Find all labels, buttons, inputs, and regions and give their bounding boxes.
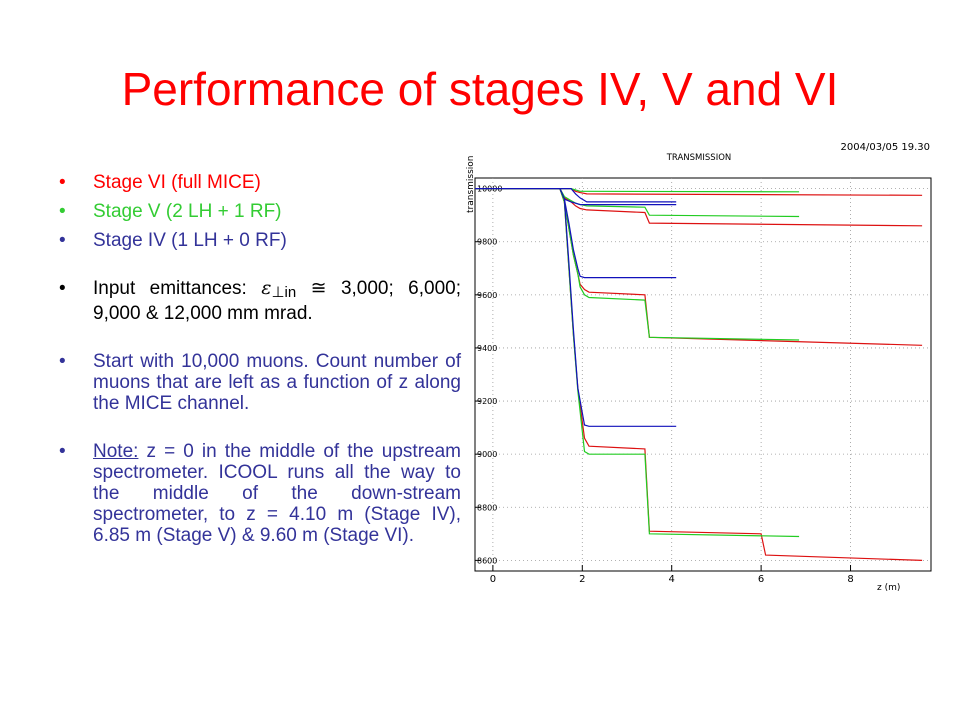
chart-header: TRANSMISSION xyxy=(666,153,732,163)
y-tick-label: 10000 xyxy=(477,185,502,194)
y-tick-label: 8800 xyxy=(477,503,497,512)
emittance-values: ≅ 3,000; 6,000; 9,000 & 12,000 mm mrad. xyxy=(93,278,462,324)
series-line-stage-vi xyxy=(475,188,923,346)
x-tick-label: 8 xyxy=(847,574,853,585)
series-line-stage-iv xyxy=(475,188,677,206)
series-line-stage-v xyxy=(475,188,800,218)
emittance-label: Input emittances: xyxy=(93,278,247,299)
epsilon-subscript: ⊥in xyxy=(271,284,297,301)
bullet-note: Note: z = 0 in the middle of the upstrea… xyxy=(58,441,461,546)
series-line-stage-iv xyxy=(475,188,677,203)
series-line-stage-v xyxy=(475,188,800,538)
bullet-list: Stage VI (full MICE) Stage V (2 LH + 1 R… xyxy=(58,172,461,546)
chart-timestamp: 2004/03/05 19.30 xyxy=(841,142,930,153)
epsilon-symbol: ε xyxy=(261,277,272,299)
x-tick-label: 4 xyxy=(669,574,675,585)
series-line-stage-vi xyxy=(475,188,923,227)
x-tick-label: 6 xyxy=(758,574,764,585)
note-label: Note: xyxy=(93,441,139,462)
series-line-stage-iv xyxy=(475,188,677,279)
y-tick-label: 9200 xyxy=(477,397,497,406)
slide-title: Performance of stages IV, V and VI xyxy=(121,63,839,115)
series-line-stage-vi xyxy=(475,188,923,561)
series-line-stage-v xyxy=(475,188,800,193)
x-axis-label: z (m) xyxy=(877,583,900,593)
y-axis-label: transmission xyxy=(466,156,476,214)
axis-ticks: 0 2 4 6 8 10000 9800 9600 9400 9200 9000 8800 8600 xyxy=(475,185,854,585)
bullet-start-muons: Start with 10,000 muons. Count number of… xyxy=(58,351,461,414)
bullet-stage-vi: Stage VI (full MICE) xyxy=(58,172,461,193)
bullet-stage-v-text: Stage V (2 LH + 1 RF) xyxy=(93,201,282,222)
series-line-stage-v xyxy=(475,188,800,341)
x-tick-label: 2 xyxy=(579,574,585,585)
series-line-stage-iv xyxy=(475,188,677,427)
y-tick-label: 9400 xyxy=(477,344,497,353)
start-muons-text: Start with 10,000 muons. Count number of… xyxy=(93,351,461,414)
plot-frame xyxy=(474,177,932,572)
grid-lines xyxy=(475,178,931,571)
bullet-stage-vi-text: Stage VI (full MICE) xyxy=(93,172,261,193)
series-line-stage-vi xyxy=(475,188,923,196)
y-tick-label: 9000 xyxy=(477,450,497,459)
y-tick-label: 9600 xyxy=(477,291,497,300)
y-tick-label: 8600 xyxy=(477,556,497,565)
bullet-stage-iv: Stage IV (1 LH + 0 RF) xyxy=(58,230,461,251)
bullet-stage-iv-text: Stage IV (1 LH + 0 RF) xyxy=(93,230,287,251)
x-tick-label: 0 xyxy=(490,574,496,585)
y-tick-label: 9800 xyxy=(477,238,497,247)
note-text: z = 0 in the middle of the upstream spec… xyxy=(93,441,461,546)
bullet-input-emittances: Input emittances: ε⊥in ≅ 3,000; 6,000; 9… xyxy=(58,277,462,325)
series-group xyxy=(475,188,923,561)
bullet-stage-v: Stage V (2 LH + 1 RF) xyxy=(58,201,461,222)
